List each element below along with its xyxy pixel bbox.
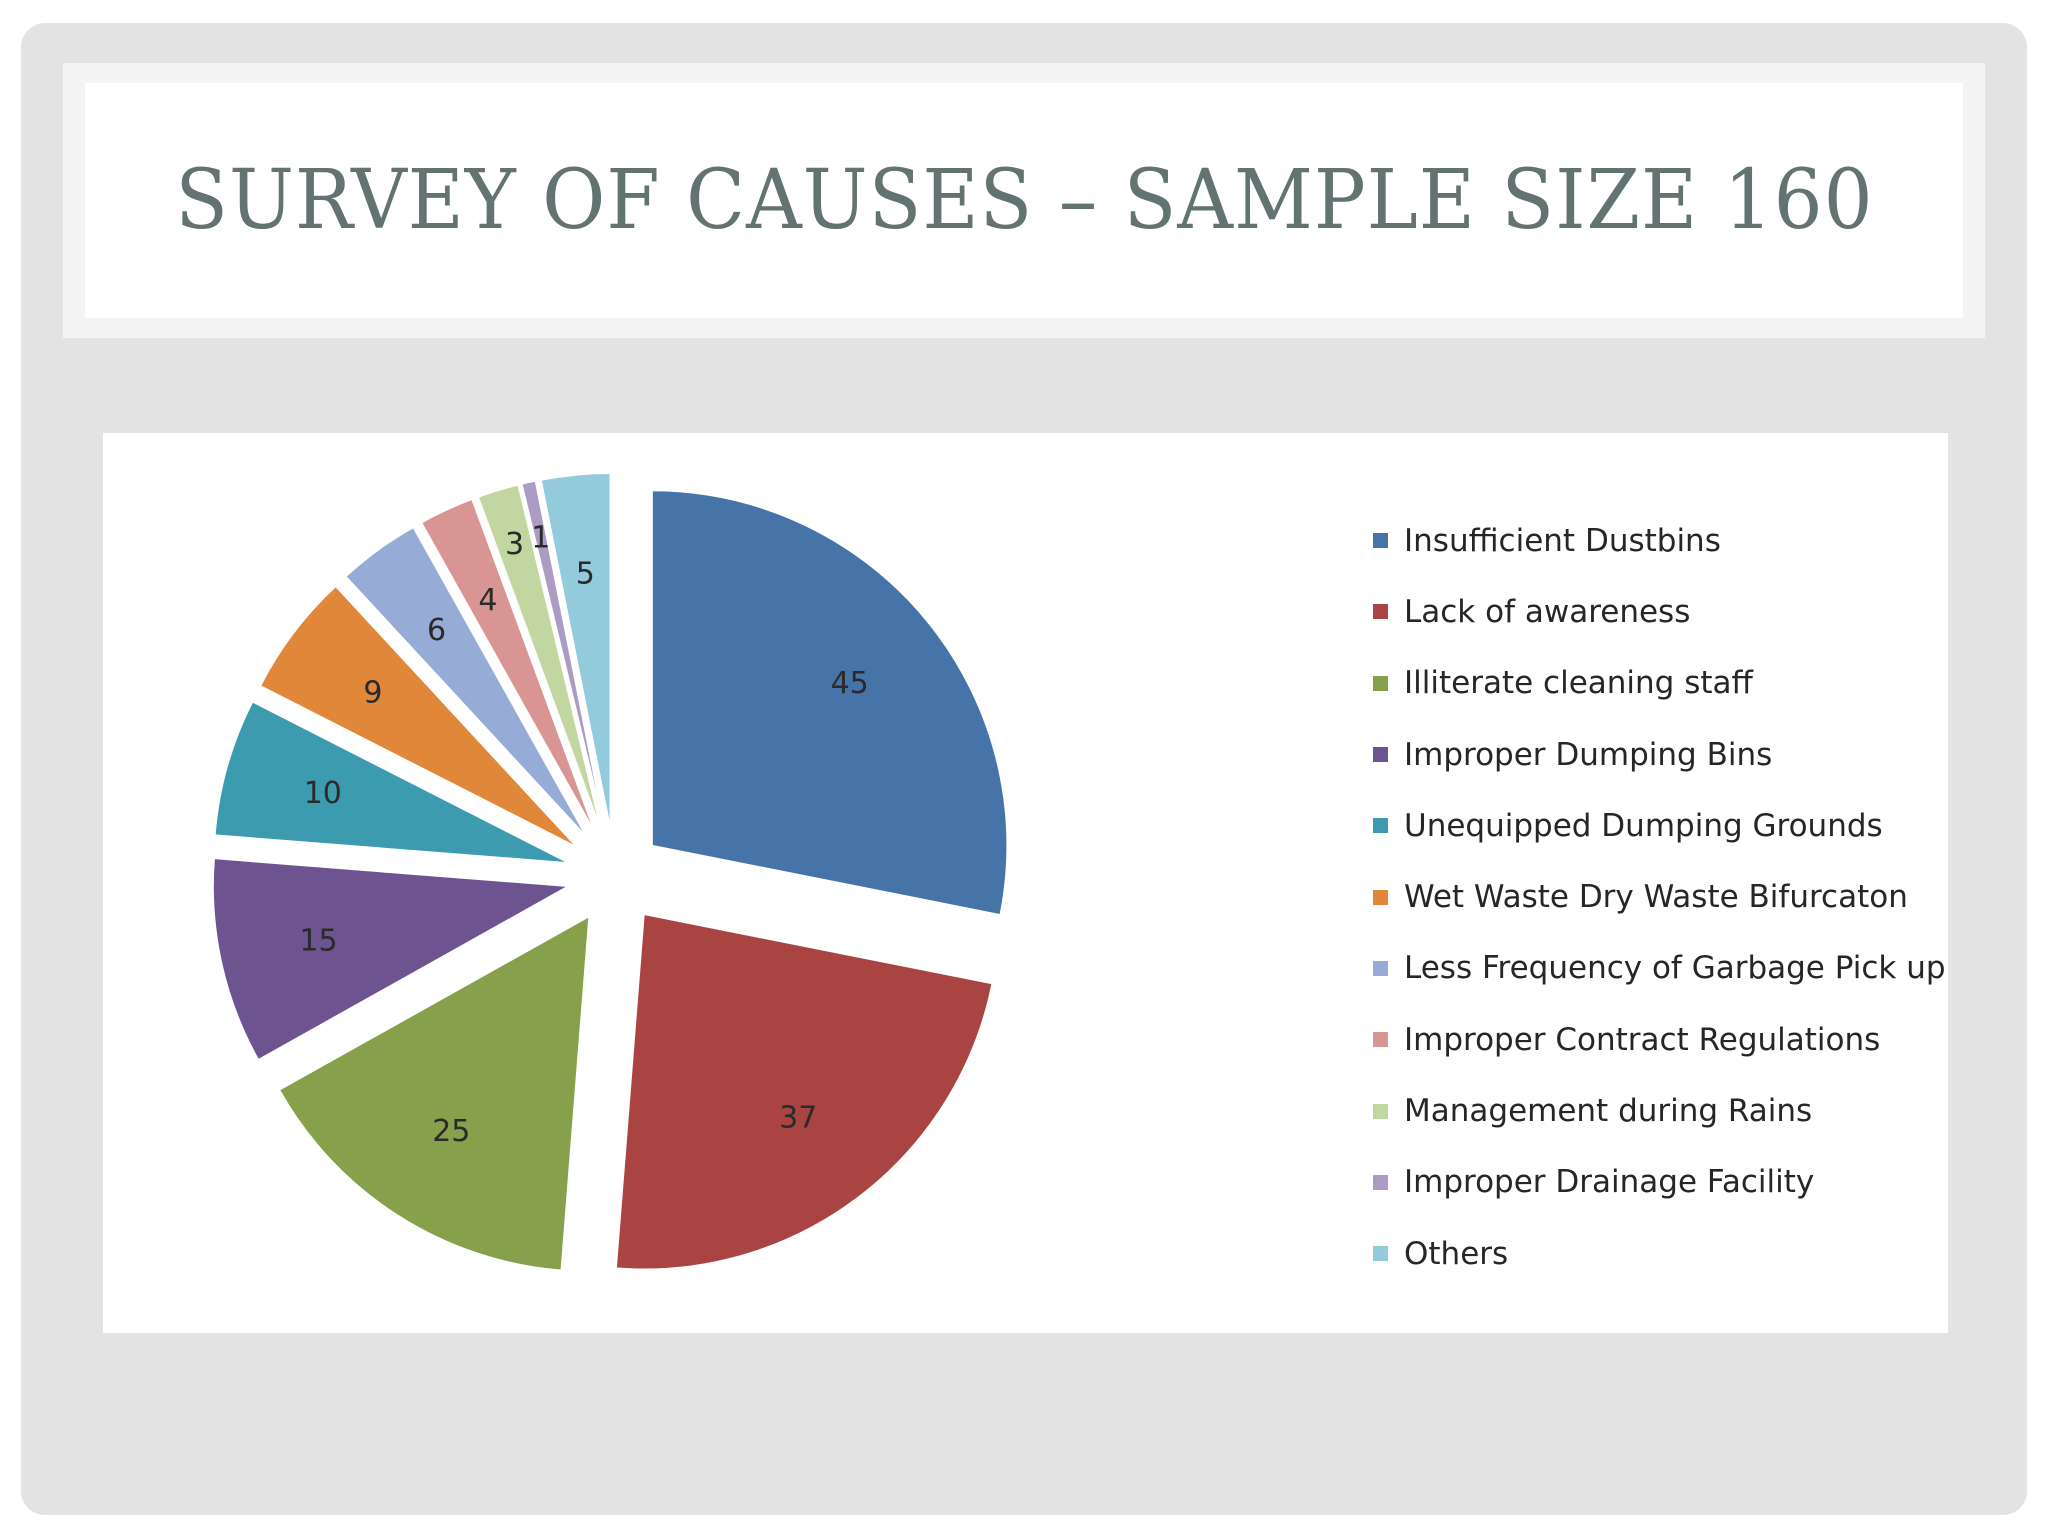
chart-legend: Insufficient Dustbins Lack of awareness Il… [1373,505,1946,1289]
legend-label: Management during Rains [1404,1093,1813,1130]
data-label-5: 10 [304,776,342,811]
legend-label: Others [1404,1235,1509,1272]
pie-slice-2 [615,913,994,1271]
legend-item: Illiterate cleaning staff [1373,648,1946,719]
legend-swatch [1373,1103,1388,1119]
legend-swatch [1373,1032,1388,1048]
legend-item: Improper Dumping Bins [1373,719,1946,790]
title-box: SURVEY OF CAUSES – SAMPLE SIZE 160 [85,83,1963,318]
data-label-10: 1 [531,520,550,555]
pie-slice-11 [540,472,612,829]
legend-label: Improper Drainage Facility [1404,1164,1815,1201]
legend-label: Improper Dumping Bins [1404,736,1773,773]
legend-label: Unequipped Dumping Grounds [1404,807,1883,844]
legend-swatch [1373,889,1388,905]
legend-item: Improper Drainage Facility [1373,1147,1946,1218]
legend-label: Lack of awareness [1404,593,1691,630]
legend-item: Improper Contract Regulations [1373,1004,1946,1075]
legend-swatch [1373,533,1388,549]
pie-slice-10 [520,480,606,830]
legend-label: Wet Waste Dry Waste Bifurcaton [1404,879,1908,916]
legend-swatch [1373,818,1388,834]
pie-slice-6 [259,585,578,848]
data-label-11: 5 [576,556,595,591]
pie-slice-4 [212,857,571,1061]
legend-label: Improper Contract Regulations [1404,1021,1881,1058]
slide-background: SURVEY OF CAUSES – SAMPLE SIZE 160 45 37 2… [21,23,2027,1515]
pie-chart: 45 37 25 15 10 9 6 4 3 1 5 Insufficient Dustbins La… [103,433,1948,1333]
pie-slice-3 [278,915,590,1272]
legend-swatch [1373,960,1388,976]
pie-slice-5 [214,700,570,864]
data-label-2: 37 [779,1101,817,1136]
data-label-3: 25 [432,1114,470,1149]
legend-item: Others [1373,1218,1946,1289]
legend-swatch [1373,604,1388,620]
pie-slice-8 [420,498,596,833]
legend-swatch [1373,1246,1388,1262]
legend-swatch [1373,1174,1388,1190]
title-frame: SURVEY OF CAUSES – SAMPLE SIZE 160 [63,63,1985,338]
data-label-8: 4 [478,583,497,618]
pie-slice-7 [344,526,588,838]
legend-label: Less Frequency of Garbage Pick up [1404,950,1946,987]
legend-swatch [1373,675,1388,691]
data-label-4: 15 [299,924,337,959]
legend-item: Lack of awareness [1373,576,1946,647]
pie-slice-1 [651,489,1008,916]
legend-item: Unequipped Dumping Grounds [1373,790,1946,861]
data-label-6: 9 [363,675,382,710]
pie-slice-9 [477,483,602,831]
legend-item: Management during Rains [1373,1075,1946,1146]
legend-item: Less Frequency of Garbage Pick up [1373,933,1946,1004]
legend-label: Insufficient Dustbins [1404,522,1721,559]
legend-label: Illiterate cleaning staff [1404,665,1753,702]
data-label-9: 3 [505,527,524,562]
slide-title: SURVEY OF CAUSES – SAMPLE SIZE 160 [174,153,1874,248]
legend-item: Wet Waste Dry Waste Bifurcaton [1373,861,1946,932]
data-label-7: 6 [427,613,446,648]
legend-swatch [1373,747,1388,763]
data-label-1: 45 [831,666,869,701]
legend-item: Insufficient Dustbins [1373,505,1946,576]
